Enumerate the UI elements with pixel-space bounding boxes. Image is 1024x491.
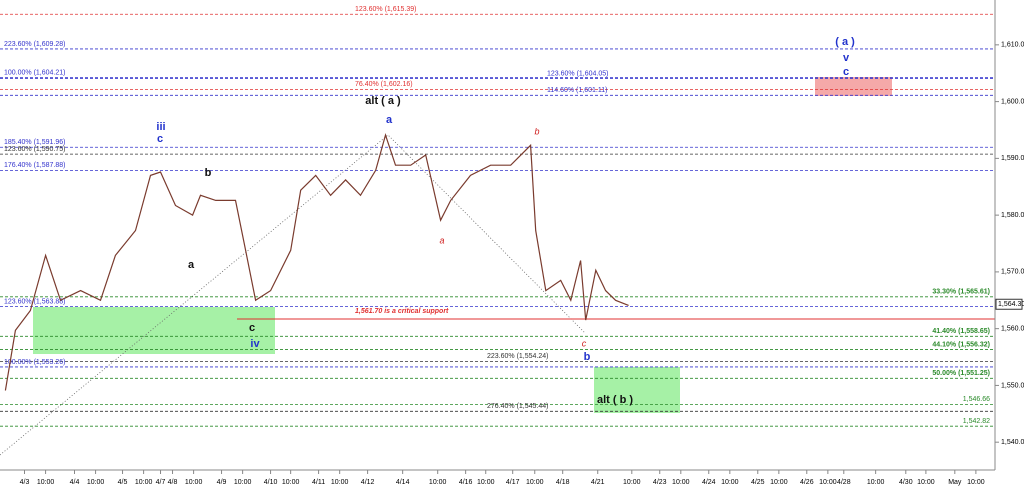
x-tick-label: 10:00	[917, 479, 935, 486]
x-tick-label: 4/24	[702, 479, 716, 486]
wave-label: a	[188, 259, 195, 271]
x-tick-label: 4/30	[899, 479, 913, 486]
level-label: 50.00% (1,551.25)	[932, 370, 990, 377]
wave-label: a	[439, 235, 444, 245]
wave-label: v	[843, 52, 850, 64]
x-tick-label: 10:00	[819, 479, 837, 486]
x-tick-label: 4/10	[264, 479, 278, 486]
x-tick-label: May	[948, 479, 962, 486]
x-tick-label: 4/11	[312, 479, 325, 486]
level-label: 1,561.70 is a critical support	[355, 308, 449, 315]
level-label: 76.40% (1,602.16)	[355, 81, 413, 88]
price-line	[4, 133, 629, 391]
last-price-box	[995, 298, 1023, 310]
level-label: 114.60% (1,601.11)	[547, 87, 607, 94]
level-label: 176.40% (1,587.88)	[4, 162, 66, 169]
y-tick-label: 1,570.00	[1001, 269, 1024, 276]
x-tick-label: 4/12	[361, 479, 375, 486]
x-tick-label: 4/28	[837, 479, 851, 486]
x-tick-label: 10:00	[721, 479, 739, 486]
x-tick-label: 4/4	[70, 479, 80, 486]
level-label: 1,542.82	[963, 418, 990, 425]
wave-label: iii	[156, 121, 165, 133]
level-label: 276.40% (1,545.44)	[487, 403, 549, 410]
level-label: 123.60% (1,615.39)	[355, 6, 417, 13]
x-tick-label: 10:00	[234, 479, 252, 486]
y-tick-label: 1,550.00	[1001, 382, 1024, 389]
x-tick-label: 10:00	[37, 479, 55, 486]
y-tick-label: 1,560.00	[1001, 326, 1024, 333]
last-price-label: 1,564.30	[998, 301, 1024, 308]
x-tick-label: 4/26	[800, 479, 814, 486]
wave-label: alt ( b )	[597, 394, 633, 406]
level-label: 123.60% (1,604.05)	[547, 70, 609, 77]
wave-label: c	[157, 133, 163, 145]
x-tick-label: 10:00	[623, 479, 641, 486]
x-tick-label: 4/25	[751, 479, 765, 486]
y-tick-label: 1,600.00	[1001, 98, 1024, 105]
y-tick-label: 1,590.00	[1001, 155, 1024, 162]
x-tick-label: 10:00	[87, 479, 105, 486]
x-tick-label: 10:00	[672, 479, 690, 486]
x-tick-label: 10:00	[135, 479, 153, 486]
x-tick-label: 4/8	[168, 479, 178, 486]
x-tick-label: 10:00	[770, 479, 788, 486]
wave-label: b	[584, 351, 591, 363]
x-tick-label: 10:00	[967, 479, 985, 486]
level-label: 223.60% (1,554.24)	[487, 353, 549, 360]
wave-label: c	[249, 322, 255, 334]
x-tick-label: 10:00	[526, 479, 544, 486]
y-tick-label: 1,540.00	[1001, 439, 1024, 446]
x-tick-label: 4/14	[396, 479, 410, 486]
x-tick-label: 4/7	[156, 479, 166, 486]
x-tick-label: 4/17	[506, 479, 520, 486]
x-tick-label: 4/23	[653, 479, 667, 486]
level-label: 41.40% (1,558.65)	[932, 328, 990, 335]
target-zone	[33, 307, 275, 354]
x-tick-label: 10:00	[429, 479, 447, 486]
x-tick-label: 10:00	[282, 479, 300, 486]
wave-label: iv	[250, 338, 260, 350]
x-tick-label: 10:00	[331, 479, 349, 486]
level-label: 223.60% (1,609.28)	[4, 41, 66, 48]
wave-label: c	[582, 338, 587, 348]
x-tick-label: 4/3	[20, 479, 30, 486]
x-tick-label: 4/21	[591, 479, 605, 486]
x-tick-label: 10:00	[185, 479, 203, 486]
target-zone	[815, 77, 892, 96]
wave-label: c	[843, 66, 849, 78]
x-tick-label: 10:00	[477, 479, 495, 486]
x-tick-label: 4/18	[556, 479, 570, 486]
level-label: 100.00% (1,553.26)	[4, 359, 66, 366]
level-label: 123.60% (1,590.75)	[4, 146, 66, 153]
wave-label: alt ( a )	[365, 95, 401, 107]
level-label: 44.10% (1,556.32)	[932, 341, 990, 348]
wave-label: a	[386, 114, 393, 126]
wave-label: b	[205, 167, 212, 179]
target-zone	[594, 367, 680, 413]
wave-label: ( a )	[835, 36, 855, 48]
wave-label: b	[534, 126, 539, 136]
x-tick-label: 4/9	[217, 479, 227, 486]
level-label: 123.60% (1,563.88)	[4, 298, 66, 305]
y-tick-label: 1,610.00	[1001, 42, 1024, 49]
level-label: 100.00% (1,604.21)	[4, 70, 66, 77]
level-label: 185.40% (1,591.96)	[4, 139, 66, 146]
y-tick-label: 1,580.00	[1001, 212, 1024, 219]
level-label: 33.30% (1,565.61)	[932, 289, 990, 296]
x-tick-label: 4/5	[118, 479, 128, 486]
x-tick-label: 10:00	[867, 479, 885, 486]
level-label: 1,546.66	[963, 396, 990, 403]
x-tick-label: 4/16	[459, 479, 473, 486]
